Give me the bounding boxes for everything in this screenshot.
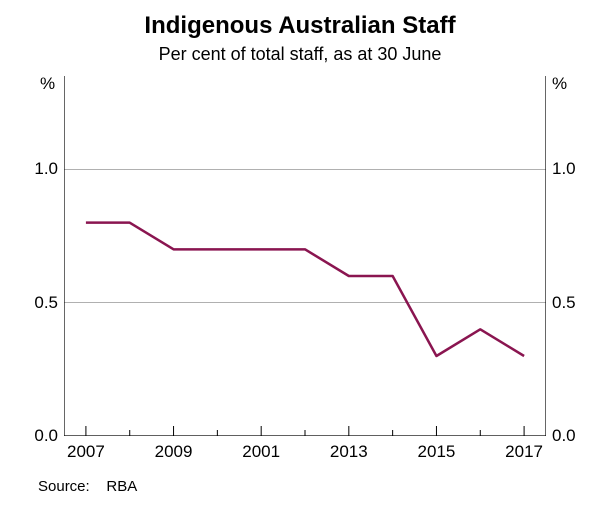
chart-subtitle: Per cent of total staff, as at 30 June bbox=[0, 44, 600, 65]
x-tick-label: 2017 bbox=[505, 442, 543, 462]
chart-container: Indigenous Australian Staff Per cent of … bbox=[0, 0, 600, 505]
source-line: Source: RBA bbox=[38, 478, 137, 495]
y-tick-right: 1.0 bbox=[552, 159, 576, 179]
x-tick-label: 2013 bbox=[330, 442, 368, 462]
y-unit-right: % bbox=[552, 74, 567, 94]
x-tick-label: 2001 bbox=[242, 442, 280, 462]
y-tick-left: 1.0 bbox=[24, 159, 58, 179]
y-tick-right: 0.5 bbox=[552, 293, 576, 313]
x-tick-label: 2007 bbox=[67, 442, 105, 462]
y-tick-left: 0.5 bbox=[24, 293, 58, 313]
x-tick-label: 2009 bbox=[155, 442, 193, 462]
chart-title: Indigenous Australian Staff bbox=[0, 12, 600, 40]
y-tick-left: 0.0 bbox=[24, 426, 58, 446]
y-tick-right: 0.0 bbox=[552, 426, 576, 446]
source-value: RBA bbox=[106, 478, 137, 495]
chart-plot bbox=[64, 76, 546, 436]
x-tick-label: 2015 bbox=[418, 442, 456, 462]
y-unit-left: % bbox=[40, 74, 55, 94]
source-label: Source: bbox=[38, 478, 90, 495]
